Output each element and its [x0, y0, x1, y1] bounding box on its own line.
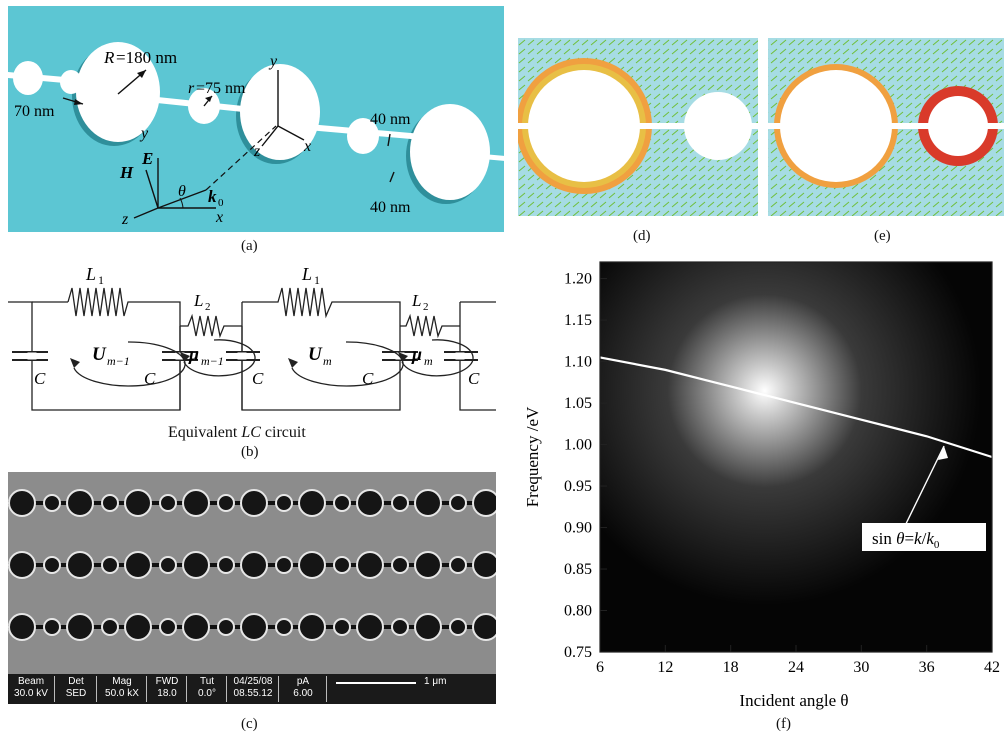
- panel-de-field-maps: [518, 38, 1004, 216]
- L1-left-sub: 1: [98, 273, 104, 287]
- scale-bar: [336, 682, 416, 684]
- C-label-5: C: [468, 369, 480, 388]
- mu-m-minus-1-sub: m−1: [201, 354, 224, 368]
- panel-c-sem-image: [8, 472, 496, 674]
- axis-z-incident: z: [121, 211, 129, 228]
- C-label-1: C: [34, 369, 46, 388]
- axis-y-local: y: [268, 53, 278, 70]
- y-tick-label: 1.10: [564, 354, 592, 371]
- annotation-text: sin θ=k/k0: [872, 529, 940, 551]
- x-tick-label: 6: [596, 659, 604, 676]
- light-line-series: [599, 356, 993, 459]
- sem-info-bar: Beam 30.0 kV Det SED Mag 50.0 kX FWD 18.0 Tu…: [8, 674, 496, 704]
- circuit-title: Equivalent LC circuit: [168, 424, 306, 441]
- loop-arrows: [73, 339, 474, 387]
- mu-m-label: μ: [411, 344, 422, 364]
- y-tick-label: 1.15: [564, 312, 592, 329]
- panel-f-chart: 6 12 18 24 30 36 42 0.75 0.80 0.85 0.90 0.95 1.00 1.0…: [523, 261, 1000, 710]
- theta-arc: [179, 197, 184, 209]
- y-tick-label: 0.90: [564, 520, 592, 537]
- H-field-label: H: [119, 163, 134, 182]
- annotation-arrow: [899, 445, 945, 537]
- L1-right-sub: 1: [314, 273, 320, 287]
- r-value: =75 nm: [196, 80, 246, 97]
- U-m-label: U: [308, 344, 323, 365]
- y-tick-label: 1.20: [564, 271, 592, 288]
- k0-label: k: [208, 187, 217, 206]
- x-tick-label: 18: [723, 659, 739, 676]
- axis-y-incident: y: [139, 125, 149, 142]
- x-tick-label: 12: [657, 659, 673, 676]
- L2-right-sub: 2: [423, 301, 429, 313]
- arrow-heads: [74, 70, 212, 105]
- panel-b-circuit: L 1 L 2 L 1 L 2 C C C C C U m−1 μ m−1 U …: [8, 264, 496, 411]
- R-value: =180 nm: [116, 48, 177, 67]
- dim-40-bottom-label: 40 nm: [370, 199, 411, 216]
- x-axis-label: Incident angle θ: [739, 691, 848, 710]
- caption-e: (e): [874, 228, 891, 244]
- R-label: R: [103, 48, 115, 67]
- x-tick-label: 30: [853, 659, 869, 676]
- axis-x-local: x: [303, 138, 311, 155]
- y-tick-label: 0.80: [564, 603, 592, 620]
- circuit-wires: [8, 287, 496, 411]
- L1-right-label: L: [301, 264, 312, 284]
- x-tick-label: 24: [788, 659, 804, 676]
- U-m-sub: m: [323, 354, 332, 368]
- C-label-3: C: [252, 369, 264, 388]
- scale-label: 1 μm: [424, 676, 447, 687]
- caption-f: (f): [776, 716, 791, 732]
- U-m-minus-1-sub: m−1: [107, 354, 130, 368]
- mu-m-minus-1-label: μ: [188, 344, 199, 364]
- x-tick-label: 42: [984, 659, 1000, 676]
- k0-subscript: 0: [218, 197, 224, 209]
- y-tick-label: 1.00: [564, 437, 592, 454]
- incidence-line: [205, 125, 277, 191]
- y-tick-label: 0.75: [564, 644, 592, 661]
- annotation-box: [862, 523, 986, 551]
- L2-left-label: L: [193, 291, 203, 310]
- E-field-label: E: [141, 149, 153, 168]
- caption-d: (d): [633, 228, 651, 244]
- x-tick-label: 36: [919, 659, 935, 676]
- axis-x-incident: x: [215, 209, 223, 226]
- local-axes: [133, 70, 305, 219]
- y-axis-label: Frequency /eV: [523, 406, 542, 507]
- U-m-minus-1-label: U: [92, 344, 107, 365]
- sem-hole-rows: [8, 472, 496, 658]
- dim-70-label: 70 nm: [14, 103, 55, 120]
- caption-c: (c): [241, 716, 258, 732]
- L2-right-label: L: [411, 291, 421, 310]
- L2-left-sub: 2: [205, 301, 211, 313]
- caption-b: (b): [241, 444, 259, 460]
- axis-z-local: z: [253, 143, 261, 160]
- L1-left-label: L: [85, 264, 96, 284]
- r-label: r: [188, 80, 195, 97]
- caption-a: (a): [241, 238, 258, 254]
- C-label-4: C: [362, 369, 374, 388]
- slab-holes: [8, 42, 504, 200]
- dim-40-top-label: 40 nm: [370, 111, 411, 128]
- panel-a-schematic: R =180 nm r =75 nm 70 nm 40 nm 40 nm y z…: [8, 6, 504, 232]
- mu-m-sub: m: [424, 354, 433, 368]
- y-tick-label: 0.95: [564, 478, 592, 495]
- heatmap-plot-area: [600, 262, 992, 652]
- y-tick-label: 1.05: [564, 395, 592, 412]
- loop-arrowheads: [70, 352, 408, 368]
- y-tick-label: 0.85: [564, 561, 592, 578]
- annotation-arrowhead: [938, 446, 948, 460]
- theta-label: θ: [178, 183, 186, 200]
- C-label-2: C: [144, 369, 156, 388]
- capacitors: [12, 351, 478, 361]
- heatmap-background: [600, 262, 992, 652]
